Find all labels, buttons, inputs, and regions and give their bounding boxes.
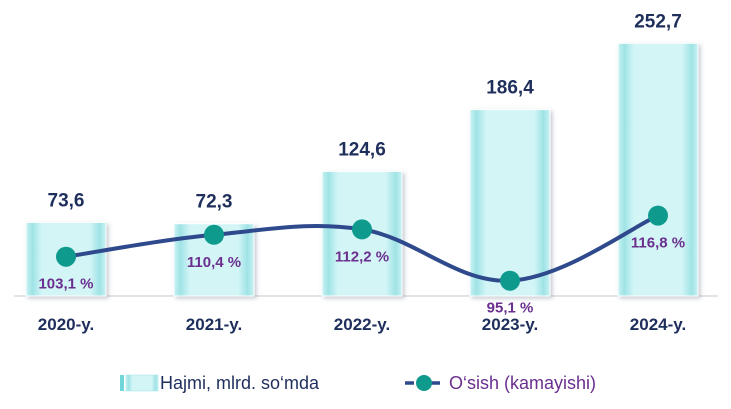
bar-value-label-3: 186,4	[486, 78, 534, 99]
category-label-0: 2020-y.	[38, 315, 94, 334]
growth-marker-1	[204, 224, 224, 245]
bar-3	[469, 109, 551, 297]
legend-item-bar: Hajmi, mlrd. so‘mda	[120, 368, 319, 398]
legend-bar-label: Hajmi, mlrd. so‘mda	[160, 372, 320, 393]
legend-line-label: O‘sish (kamayishi)	[449, 372, 597, 393]
bar-value-label-2: 124,6	[338, 139, 386, 160]
legend-bar-swatch-icon	[120, 374, 159, 392]
legend: Hajmi, mlrd. so‘mda O‘sish (kamayishi)	[0, 368, 731, 398]
growth-marker-3	[500, 270, 520, 291]
bar-value-label-0: 73,6	[48, 190, 85, 211]
category-label-2: 2022-y.	[334, 315, 390, 334]
growth-value-label-3: 95,1 %	[487, 300, 534, 317]
bar-4	[617, 42, 699, 297]
growth-value-label-4: 116,8 %	[631, 235, 685, 252]
growth-value-label-2: 112,2 %	[335, 248, 389, 265]
category-label-4: 2024-y.	[630, 315, 686, 334]
growth-marker-2	[352, 219, 372, 240]
category-labels: 2020-y. 2021-y. 2022-y. 2023-y. 2024-y.	[38, 315, 686, 334]
growth-value-label-0: 103,1 %	[38, 276, 93, 293]
growth-value-label-1: 110,4 %	[187, 254, 241, 271]
line-series	[56, 205, 668, 291]
category-label-1: 2021-y.	[186, 315, 242, 334]
legend-line-marker-icon	[405, 375, 443, 391]
legend-item-line: O‘sish (kamayishi)	[403, 368, 596, 398]
data-labels: 73,6 72,3 124,6 186,4 252,7 103,1 % 110,4 % 112…	[38, 11, 685, 316]
growth-marker-0	[56, 246, 76, 267]
category-label-3: 2023-y.	[482, 315, 538, 334]
bar-value-label-4: 252,7	[634, 11, 682, 32]
growth-marker-4	[648, 205, 668, 226]
bar-value-label-1: 72,3	[196, 192, 233, 213]
